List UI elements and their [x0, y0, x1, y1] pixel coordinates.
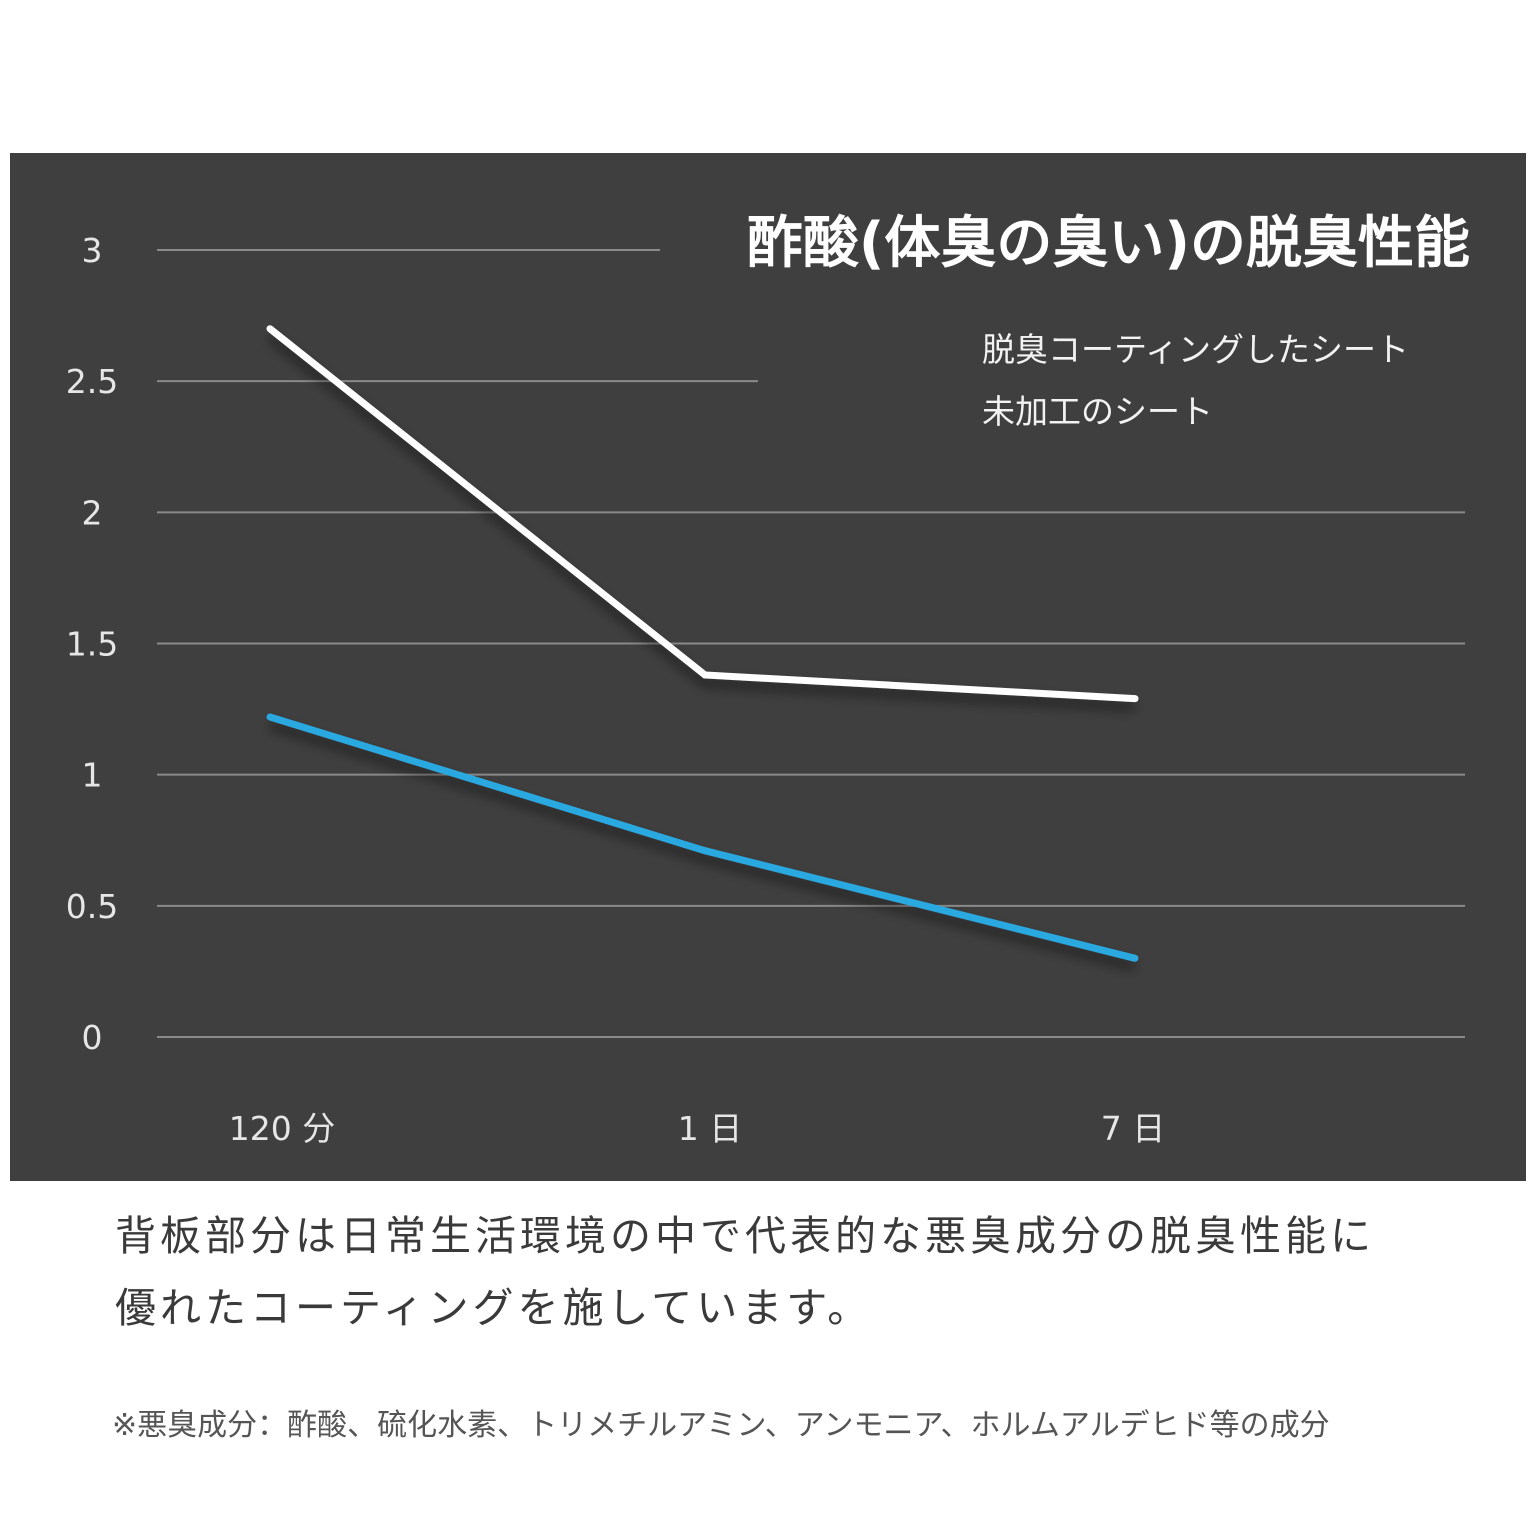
data-point	[266, 325, 274, 333]
y-tick-label: 2.5	[66, 362, 118, 401]
series-line-1	[268, 713, 1136, 962]
data-point	[1131, 954, 1139, 962]
caption-line-1: 背板部分は日常生活環境の中で代表的な悪臭成分の脱臭性能に	[115, 1212, 1375, 1260]
chart-panel	[10, 153, 1526, 1181]
chart-title: 酢酸(体臭の臭い)の脱臭性能	[747, 211, 1470, 276]
y-tick-label: 0.5	[66, 887, 118, 926]
y-tick-label: 1	[82, 756, 103, 795]
footnote: ※悪臭成分：酢酸、硫化水素、トリメチルアミン、アンモニア、ホルムアルデヒド等の成…	[112, 1408, 1330, 1443]
y-tick-label: 3	[82, 231, 103, 270]
x-tick-label: 120 分	[229, 1109, 335, 1148]
y-tick-label: 0	[82, 1018, 103, 1057]
x-tick-label: 1 日	[678, 1109, 743, 1148]
y-tick-label: 2	[82, 493, 103, 532]
caption-line-2: 優れたコーティングを施しています。	[115, 1284, 873, 1332]
caption: 背板部分は日常生活環境の中で代表的な悪臭成分の脱臭性能に 優れたコーティングを施…	[115, 1200, 1495, 1344]
legend-label: 未加工のシート	[982, 392, 1213, 431]
data-point	[266, 713, 274, 721]
data-point	[701, 847, 709, 855]
data-point	[701, 671, 709, 679]
legend-label: 脱臭コーティングしたシート	[982, 330, 1409, 369]
x-tick-label: 7 日	[1101, 1109, 1166, 1148]
data-point	[1131, 695, 1139, 703]
y-tick-label: 1.5	[66, 625, 118, 664]
